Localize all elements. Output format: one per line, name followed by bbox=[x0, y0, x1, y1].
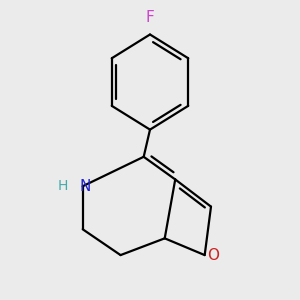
Text: F: F bbox=[146, 10, 154, 25]
Text: H: H bbox=[57, 179, 68, 193]
Text: N: N bbox=[79, 179, 91, 194]
Text: O: O bbox=[207, 248, 219, 262]
